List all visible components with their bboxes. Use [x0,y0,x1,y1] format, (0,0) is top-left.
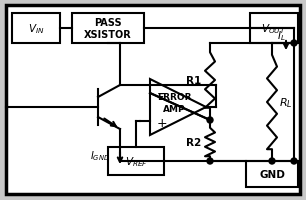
Text: $V_{IN}$: $V_{IN}$ [28,22,44,36]
Bar [12,14,60,44]
Text: R1: R1 [186,76,202,86]
Text: $V_{REF}$: $V_{REF}$ [125,154,147,168]
Text: ERROR: ERROR [157,93,191,102]
Text: $I_{GND}$: $I_{GND}$ [90,148,110,162]
Circle shape [207,158,213,164]
Circle shape [291,158,297,164]
Circle shape [207,117,213,123]
Text: GND: GND [259,169,285,179]
Text: AMP: AMP [163,105,185,114]
Text: $I_L$: $I_L$ [277,29,285,43]
Text: −: − [157,87,167,100]
Text: XSISTOR: XSISTOR [84,30,132,40]
Text: +: + [157,117,167,130]
Text: $R_L$: $R_L$ [279,96,293,109]
Bar [72,14,144,44]
Circle shape [291,41,297,47]
Bar [250,14,298,44]
Text: $V_{OUT}$: $V_{OUT}$ [262,22,286,36]
Bar [246,161,298,187]
Text: PASS: PASS [94,18,122,28]
Bar [108,147,164,175]
Text: R2: R2 [186,137,202,147]
Circle shape [269,158,275,164]
